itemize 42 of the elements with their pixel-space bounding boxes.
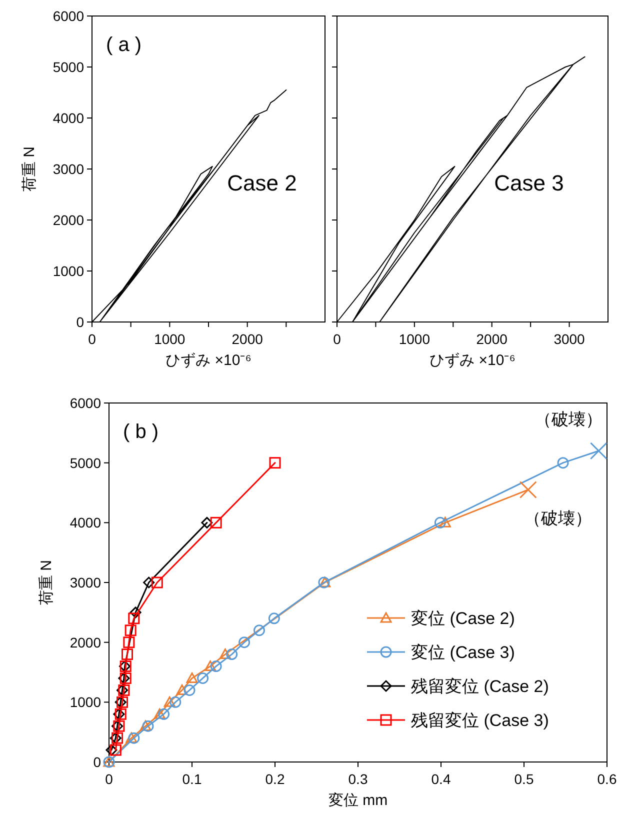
x-tick-label: 0 bbox=[105, 771, 114, 787]
y-tick-label: 0 bbox=[76, 314, 84, 330]
x-tick-label: 0.2 bbox=[265, 771, 285, 787]
y-axis-title: 荷重 N bbox=[38, 560, 55, 605]
y-tick-label: 5000 bbox=[70, 454, 102, 471]
x-tick-label: 0.3 bbox=[348, 771, 368, 787]
x-tick-label: 0.5 bbox=[514, 771, 534, 787]
x-tick-label: 3000 bbox=[554, 331, 586, 347]
annotation: ( b ) bbox=[123, 421, 159, 443]
x-axis-title: ひずみ ×10⁻⁶ bbox=[166, 352, 252, 369]
y-axis-title: 荷重 N bbox=[21, 146, 38, 192]
x-tick-label: 0.4 bbox=[431, 771, 451, 787]
legend-label: 変位 (Case 2) bbox=[411, 609, 515, 628]
x-tick-label: 2000 bbox=[476, 331, 508, 347]
y-tick-label: 4000 bbox=[70, 514, 102, 531]
y-tick-label: 2000 bbox=[52, 212, 84, 228]
y-tick-label: 2000 bbox=[70, 634, 102, 650]
annotation: （破壊） bbox=[534, 410, 603, 429]
y-tick-label: 6000 bbox=[70, 395, 102, 411]
y-tick-label: 6000 bbox=[52, 8, 84, 24]
annotation: Case 3 bbox=[494, 170, 564, 196]
y-tick-label: 1000 bbox=[70, 694, 102, 710]
y-tick-label: 3000 bbox=[70, 574, 102, 590]
x-tick-label: 0.1 bbox=[182, 771, 202, 787]
x-tick-label: 0.6 bbox=[597, 771, 617, 787]
x-axis-title: 変位 mm bbox=[328, 792, 388, 809]
annotation: ( a ) bbox=[106, 34, 142, 56]
x-tick-label: 0 bbox=[333, 331, 342, 347]
y-tick-label: 5000 bbox=[52, 59, 84, 75]
x-tick-label: 1000 bbox=[398, 331, 430, 347]
y-tick-label: 3000 bbox=[52, 161, 84, 177]
y-tick-label: 0 bbox=[93, 754, 102, 770]
legend-label: 残留変位 (Case 3) bbox=[411, 711, 549, 730]
y-tick-label: 4000 bbox=[52, 110, 84, 126]
x-axis-title: ひずみ ×10⁻⁶ bbox=[430, 352, 516, 369]
annotation: Case 2 bbox=[227, 170, 297, 196]
x-tick-label: 1000 bbox=[154, 331, 186, 347]
legend-label: 変位 (Case 3) bbox=[411, 643, 515, 662]
x-tick-label: 2000 bbox=[232, 331, 264, 347]
y-tick-label: 1000 bbox=[52, 263, 84, 279]
annotation: （破壊） bbox=[524, 508, 592, 528]
legend-label: 残留変位 (Case 2) bbox=[411, 677, 549, 696]
